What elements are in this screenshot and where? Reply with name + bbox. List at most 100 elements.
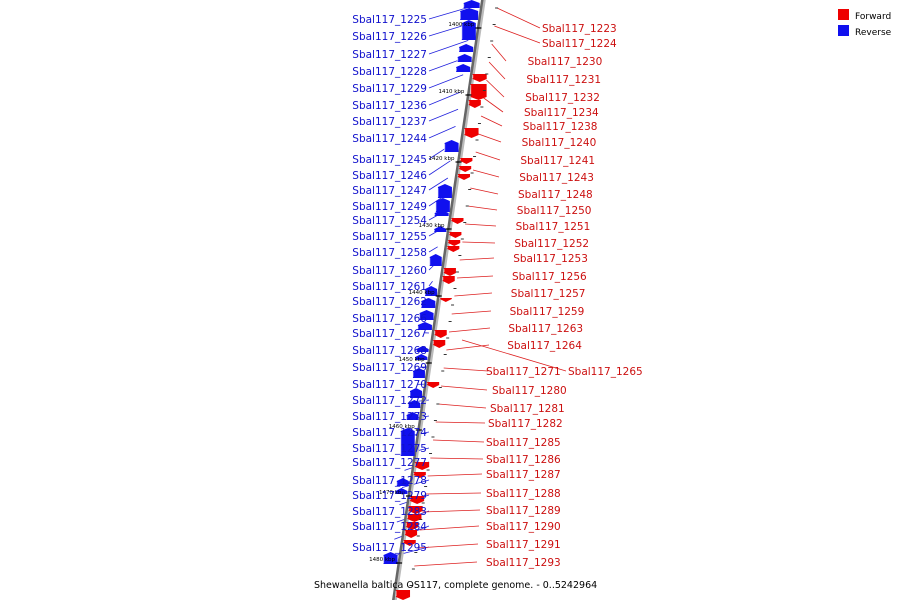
- gene-label-reverse: Sbal117_1269: [352, 362, 427, 374]
- gene-label-forward: Sbal117_1259: [510, 306, 585, 318]
- gene-label-forward: Sbal117_1286: [486, 454, 561, 466]
- gene-label-forward: Sbal117_1257: [511, 288, 586, 300]
- gene-label-reverse: Sbal117_1277: [352, 457, 427, 469]
- gene-reverse: [444, 140, 459, 152]
- label-leader: [428, 40, 469, 55]
- gene-label-reverse: Sbal117_1254: [352, 215, 427, 227]
- legend-label-reverse: Reverse: [855, 28, 892, 38]
- gene-label-forward: Sbal117_1288: [486, 488, 561, 500]
- tick-label: 1420 kbp: [429, 156, 455, 162]
- label-leader: [428, 246, 438, 253]
- label-leader: [488, 61, 506, 80]
- gene-reverse: [456, 64, 471, 72]
- label-leader: [391, 546, 430, 557]
- gene-forward: [451, 218, 464, 224]
- gene-reverse: [434, 210, 449, 216]
- gene-forward: [443, 268, 456, 276]
- gene-forward: [410, 496, 425, 504]
- gene-reverse: [463, 0, 480, 8]
- tick-label: 1450 kbp: [399, 357, 425, 363]
- label-leader: [459, 257, 495, 261]
- label-leader: [433, 439, 485, 443]
- gene-reverse: [460, 8, 479, 20]
- tick-label: 1480 kbp: [369, 557, 395, 563]
- gene-label-reverse: Sbal117_1284: [352, 521, 427, 533]
- label-leader: [428, 280, 433, 287]
- gene-reverse: [421, 298, 436, 308]
- gene-reverse: [400, 428, 415, 456]
- gene-reverse: [461, 20, 476, 40]
- gene-label-reverse: Sbal117_1273: [352, 411, 427, 423]
- label-leader: [428, 108, 459, 122]
- gene-label-reverse: Sbal117_1272: [352, 395, 427, 407]
- gene-label-forward: Sbal117_1256: [512, 271, 587, 283]
- gene-label-reverse: Sbal117_1268: [352, 345, 427, 357]
- label-leader: [486, 79, 505, 98]
- tick-label: 1410 kbp: [438, 89, 464, 95]
- gene-reverse: [396, 478, 409, 486]
- gene-label-reverse: Sbal117_1247: [352, 185, 427, 197]
- gene-reverse: [437, 184, 452, 198]
- label-leader: [480, 115, 503, 127]
- gene-reverse: [415, 354, 428, 360]
- label-leader: [491, 43, 507, 62]
- gene-label-reverse: Sbal117_1278: [352, 475, 427, 487]
- gene-forward: [464, 128, 479, 138]
- gene-label-forward: Sbal117_1248: [518, 189, 593, 201]
- gene-label-forward: Sbal117_1289: [486, 505, 561, 517]
- label-leader: [428, 5, 474, 20]
- gene-reverse: [435, 198, 450, 212]
- label-leader: [472, 169, 500, 178]
- gene-label-forward: Sbal117_1265: [568, 366, 643, 378]
- gene-label-reverse: Sbal117_1283: [352, 506, 427, 518]
- gene-label-forward: Sbal117_1281: [490, 403, 565, 415]
- gene-label-forward: Sbal117_1290: [486, 521, 561, 533]
- gene-label-forward: Sbal117_1287: [486, 469, 561, 481]
- gene-label-reverse: Sbal117_1261: [352, 281, 427, 293]
- gene-forward: [439, 298, 452, 302]
- label-leader: [465, 223, 497, 227]
- gene-label-reverse: Sbal117_1295: [352, 542, 427, 554]
- legend-swatch-reverse: [838, 25, 849, 36]
- gene-reverse: [417, 322, 432, 330]
- label-leader: [428, 74, 464, 89]
- gene-reverse: [419, 310, 434, 320]
- label-leader: [414, 561, 478, 567]
- gene-label-reverse: Sbal117_1226: [352, 31, 427, 43]
- gene-reverse: [406, 412, 419, 420]
- label-leader: [475, 151, 501, 161]
- gene-forward: [442, 276, 455, 284]
- genome-caption: Shewanella baltica OS117, complete genom…: [314, 580, 597, 591]
- gene-forward: [472, 74, 487, 82]
- label-leader: [478, 133, 502, 143]
- gene-label-forward: Sbal117_1231: [526, 74, 601, 86]
- gene-label-reverse: Sbal117_1266: [352, 313, 427, 325]
- gene-label-reverse: Sbal117_1228: [352, 66, 427, 78]
- gene-label-forward: Sbal117_1282: [488, 418, 563, 430]
- label-leader: [428, 177, 449, 191]
- gene-reverse: [409, 388, 422, 398]
- label-leader: [428, 91, 461, 106]
- gene-forward: [433, 340, 446, 348]
- gene-label-forward: Sbal117_1223: [542, 23, 617, 35]
- gene-label-forward: Sbal117_1232: [525, 92, 600, 104]
- gene-reverse: [425, 286, 438, 296]
- label-leader: [454, 292, 493, 297]
- gene-label-forward: Sbal117_1224: [542, 38, 617, 50]
- gene-label-reverse: Sbal117_1236: [352, 100, 427, 112]
- gene-label-forward: Sbal117_1285: [486, 437, 561, 449]
- gene-label-reverse: Sbal117_1227: [352, 49, 427, 61]
- label-leader: [467, 205, 498, 211]
- gene-forward: [403, 540, 416, 546]
- gene-label-forward: Sbal117_1293: [486, 557, 561, 569]
- genome-axis: [392, 0, 484, 600]
- gene-reverse: [429, 254, 442, 266]
- gene-forward: [408, 506, 423, 514]
- gene-forward: [413, 472, 426, 478]
- gene-forward: [459, 166, 472, 172]
- gene-forward: [447, 246, 460, 252]
- label-leader: [401, 479, 430, 488]
- gene-label-reverse: Sbal117_1244: [352, 133, 427, 145]
- gene-label-forward: Sbal117_1243: [519, 172, 594, 184]
- gene-forward: [448, 240, 461, 246]
